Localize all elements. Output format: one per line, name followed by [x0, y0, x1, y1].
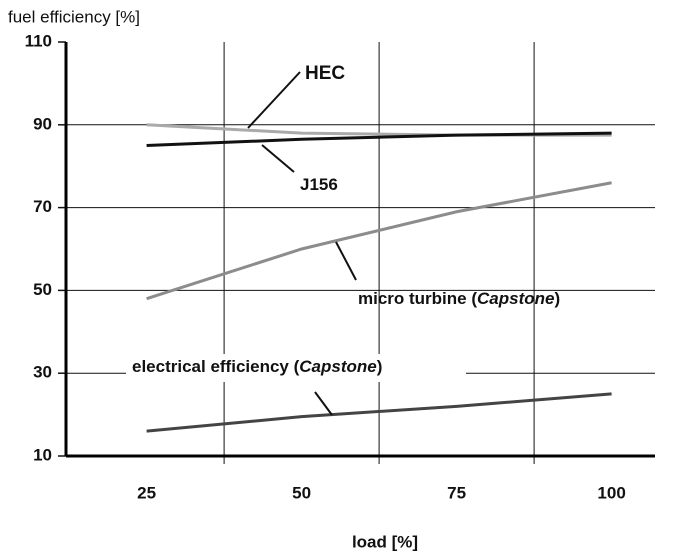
series-line	[146, 392, 612, 433]
annotation: HEC	[305, 63, 345, 84]
leaders	[247, 71, 357, 416]
annotation-part: Capstone	[299, 357, 376, 376]
x-tick-label: 50	[292, 483, 311, 502]
y-tick-label: 10	[33, 445, 52, 464]
annotation: J156	[300, 175, 338, 194]
y-tick-label: 30	[33, 363, 52, 382]
leader-line	[335, 241, 357, 281]
y-tick-label: 70	[33, 197, 52, 216]
annotation-part: micro turbine (	[358, 289, 477, 308]
leader-line	[314, 391, 333, 416]
series-line	[146, 131, 612, 147]
annotation: micro turbine (Capstone)	[358, 289, 560, 308]
lines	[146, 123, 612, 433]
y-tick-label: 90	[33, 114, 52, 133]
leader-line	[247, 71, 301, 129]
grid: 10 30 50 70 90 110 25 50 75 100	[25, 31, 655, 502]
annotation-part: Capstone	[477, 289, 554, 308]
x-tick-label: 25	[137, 483, 156, 502]
annotation: electrical efficiency (Capstone)	[132, 357, 382, 376]
label-bg	[126, 354, 466, 382]
y-tick-label: 110	[25, 31, 52, 50]
x-tick-label: 75	[447, 483, 466, 502]
leader-line	[261, 144, 295, 173]
annotation-part: electrical efficiency (	[132, 357, 300, 376]
y-axis-label: fuel efficiency [%]	[8, 7, 140, 26]
annotation-part: )	[554, 289, 560, 308]
y-tick-label: 50	[33, 280, 52, 299]
annotation-part: J156	[300, 175, 338, 194]
series-line	[146, 181, 612, 301]
annotation-part: HEC	[305, 63, 345, 84]
x-axis-label: load [%]	[352, 532, 418, 551]
annotation-part: )	[377, 357, 383, 376]
x-tick-label: 100	[597, 483, 625, 502]
